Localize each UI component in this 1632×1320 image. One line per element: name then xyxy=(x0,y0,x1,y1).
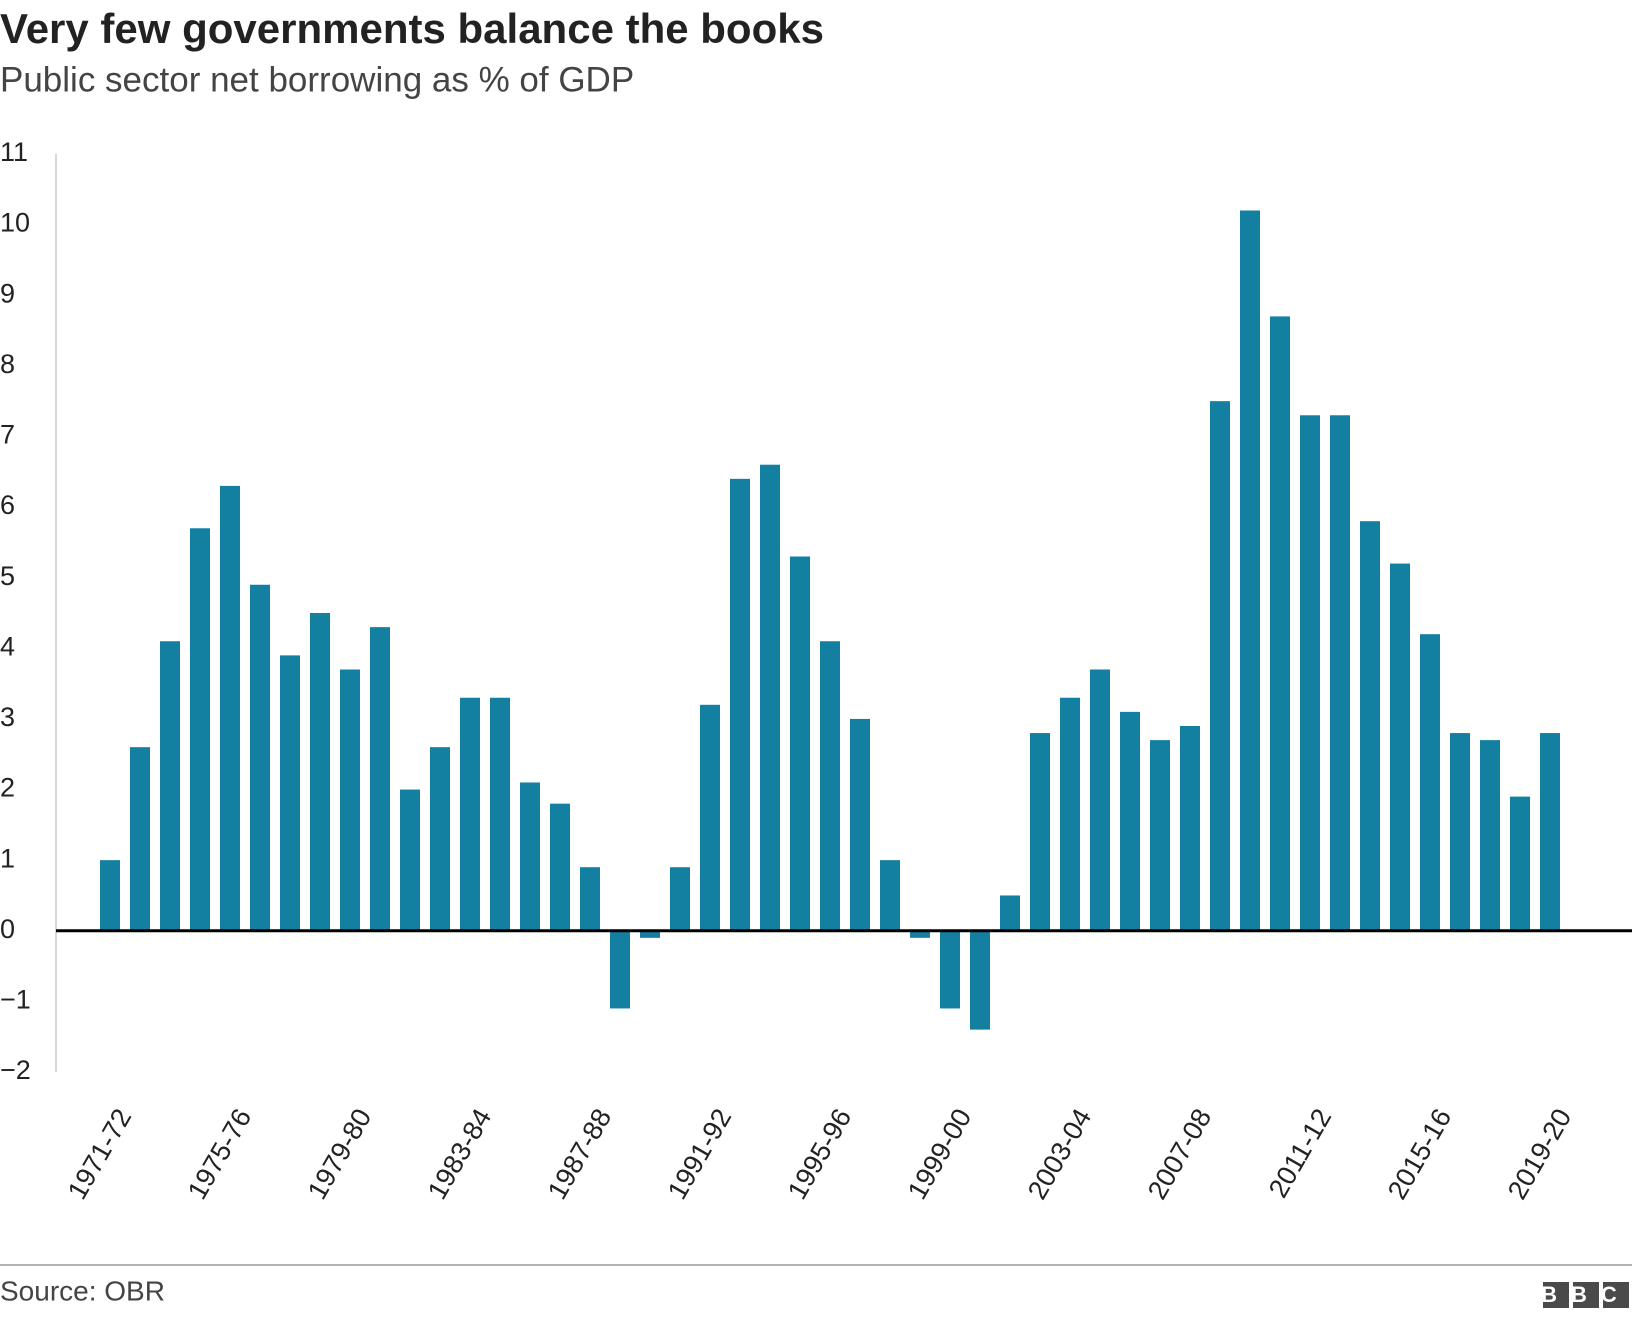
bar xyxy=(1510,796,1530,931)
y-tick-label: 10 xyxy=(0,208,30,238)
x-tick-label: 2019-20 xyxy=(1502,1104,1578,1205)
bar xyxy=(490,697,510,931)
x-tick-label: 1983-84 xyxy=(422,1104,498,1205)
y-tick-label: −1 xyxy=(0,985,31,1015)
bar xyxy=(550,803,570,931)
x-tick-label: 1971-72 xyxy=(62,1104,138,1205)
x-tick-label: 1999-00 xyxy=(902,1104,978,1205)
bar xyxy=(1360,521,1380,931)
bar xyxy=(1420,634,1440,931)
bar xyxy=(580,867,600,931)
bar xyxy=(610,930,630,1009)
bar xyxy=(1150,740,1170,931)
bar xyxy=(880,860,900,931)
bar xyxy=(1120,711,1140,931)
bar xyxy=(1060,697,1080,931)
bar xyxy=(280,655,300,931)
bar xyxy=(1090,669,1110,931)
bar xyxy=(400,789,420,931)
y-tick-label: 7 xyxy=(0,420,15,450)
bar xyxy=(370,627,390,931)
bar xyxy=(760,464,780,931)
x-tick-label: 1995-96 xyxy=(782,1104,858,1205)
bar xyxy=(430,747,450,931)
bar xyxy=(1270,316,1290,931)
bar xyxy=(730,478,750,931)
bar xyxy=(1540,733,1560,931)
bar xyxy=(1450,733,1470,931)
bar xyxy=(310,613,330,931)
x-tick-label: 1991-92 xyxy=(662,1104,738,1205)
bar xyxy=(1180,725,1200,931)
y-tick-label: 2 xyxy=(0,773,15,803)
bar xyxy=(790,556,810,931)
y-tick-label: 1 xyxy=(0,843,15,873)
x-tick-label: 1975-76 xyxy=(182,1104,258,1205)
x-tick-label: 2003-04 xyxy=(1022,1104,1098,1205)
bar xyxy=(130,747,150,931)
logo: BBC xyxy=(1541,1282,1631,1308)
bar xyxy=(1390,563,1410,931)
bar xyxy=(190,528,210,931)
bar xyxy=(160,641,180,931)
y-tick-label: −2 xyxy=(0,1055,31,1085)
bar xyxy=(1000,895,1020,931)
logo-text: BBC xyxy=(1541,1282,1631,1307)
logo-box xyxy=(1603,1282,1629,1308)
y-tick-label: 9 xyxy=(0,278,15,308)
bar xyxy=(970,930,990,1030)
logo-box xyxy=(1543,1282,1569,1308)
bar xyxy=(220,485,240,931)
bar xyxy=(910,930,930,938)
chart-title: Very few governments balance the books xyxy=(0,5,824,52)
y-tick-label: 5 xyxy=(0,561,15,591)
x-tick-label: 1987-88 xyxy=(542,1104,618,1205)
source: Source: OBR xyxy=(0,1275,165,1306)
y-tick-label: 0 xyxy=(0,914,15,944)
bar xyxy=(1330,415,1350,931)
bar xyxy=(100,860,120,931)
y-tick-label: 4 xyxy=(0,631,15,661)
y-tick-label: 8 xyxy=(0,349,15,379)
x-tick-label: 2007-08 xyxy=(1142,1104,1218,1205)
bar xyxy=(700,704,720,931)
bar xyxy=(850,718,870,931)
bar xyxy=(670,867,690,931)
bar xyxy=(460,697,480,931)
y-tick-label: 11 xyxy=(0,137,28,167)
bar xyxy=(1300,415,1320,931)
bar xyxy=(250,584,270,931)
bar xyxy=(1210,401,1230,931)
bar xyxy=(1030,733,1050,931)
chart-subtitle: Public sector net borrowing as % of GDP xyxy=(0,60,634,99)
y-tick-label: 6 xyxy=(0,490,15,520)
logo-box xyxy=(1573,1282,1599,1308)
bar xyxy=(1240,210,1260,931)
bar xyxy=(1480,740,1500,931)
bar xyxy=(640,930,660,938)
x-tick-label: 2015-16 xyxy=(1382,1104,1458,1205)
x-tick-label: 2011-12 xyxy=(1263,1104,1338,1203)
bar xyxy=(520,782,540,931)
x-tick-label: 1979-80 xyxy=(302,1104,378,1205)
bar xyxy=(820,641,840,931)
y-tick-label: 3 xyxy=(0,702,15,732)
bar xyxy=(340,669,360,931)
bar xyxy=(940,930,960,1009)
